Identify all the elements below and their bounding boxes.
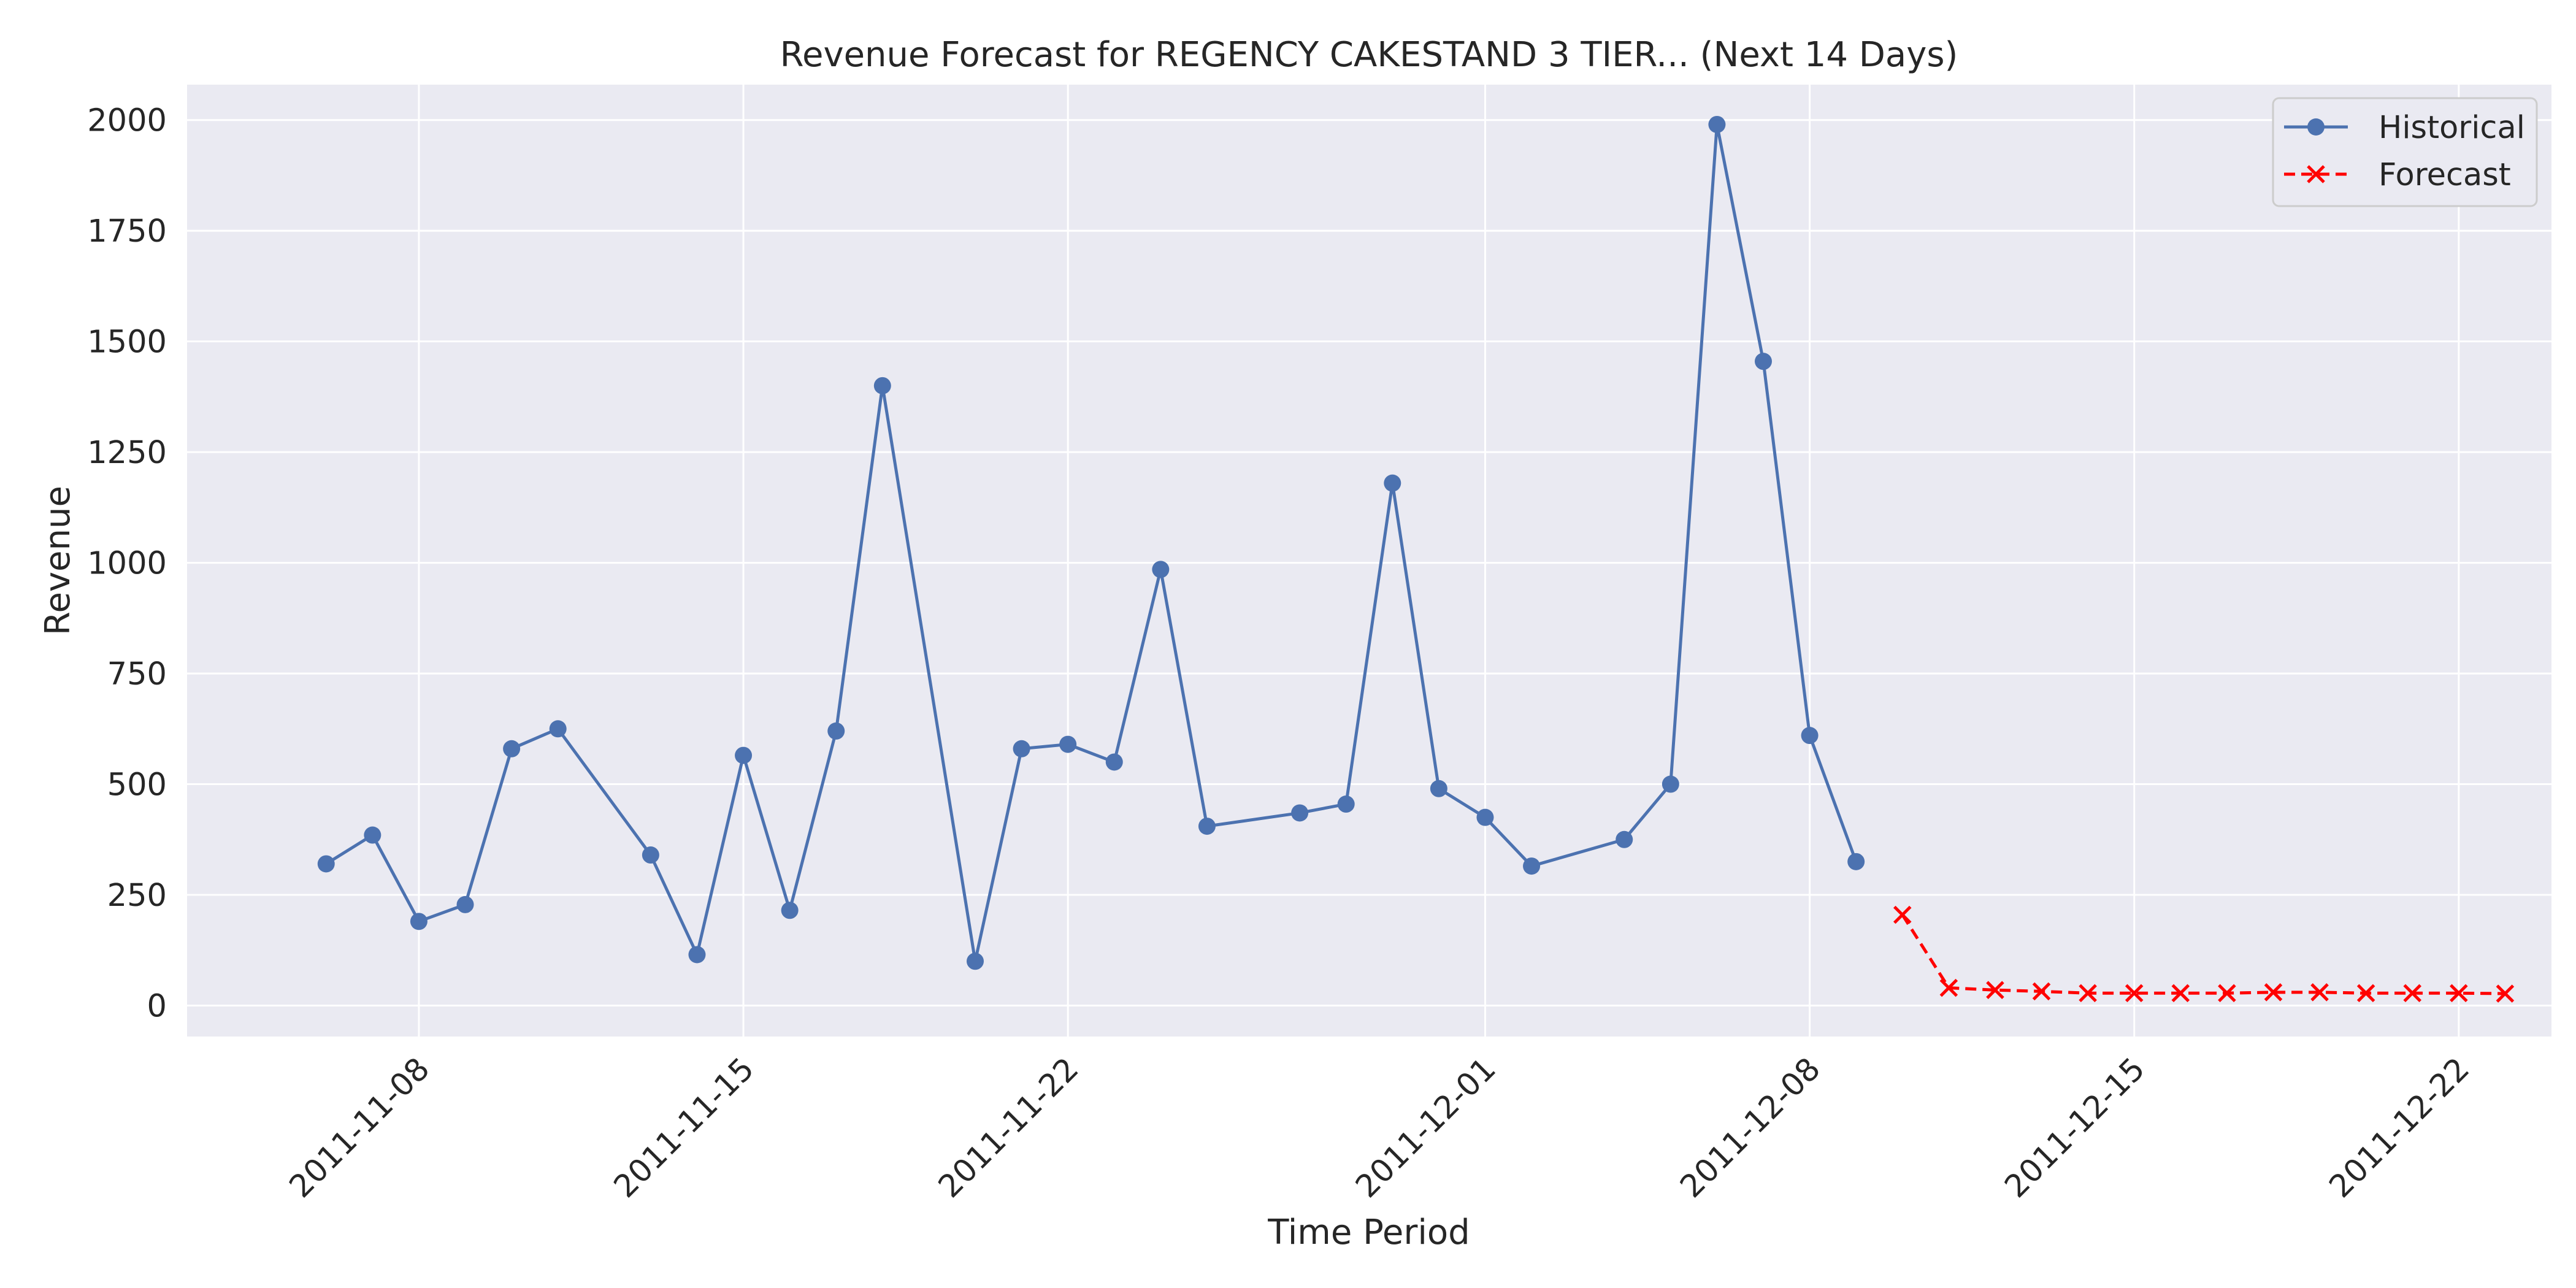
historical-point	[1708, 115, 1726, 133]
historical-point	[456, 895, 474, 913]
forecast-point	[1939, 978, 1958, 997]
forecast-point	[2079, 984, 2097, 1003]
historical-point	[1384, 474, 1401, 492]
x-tick-label: 2011-12-08	[1673, 1051, 1827, 1205]
historical-point	[688, 946, 706, 964]
x-tick-label: 2011-12-22	[2323, 1051, 2477, 1205]
historical-point	[1755, 353, 1772, 370]
historical-point	[1013, 740, 1030, 757]
historical-point	[781, 902, 799, 919]
y-tick-label: 250	[107, 878, 167, 914]
x-tick-label: 2011-11-15	[607, 1051, 761, 1205]
x-tick-label: 2011-11-08	[283, 1051, 437, 1205]
historical-point	[735, 746, 753, 764]
historical-point	[1291, 804, 1309, 822]
forecast-series-line	[1901, 914, 2505, 995]
forecast-point	[2171, 984, 2190, 1003]
legend: Historical Forecast	[2272, 97, 2538, 207]
x-tick-label: 2011-12-15	[1998, 1051, 2152, 1205]
forecast-point	[2125, 984, 2144, 1003]
y-tick-label: 2000	[87, 103, 167, 139]
plot-background	[187, 85, 2551, 1037]
forecast-point	[2496, 984, 2515, 1003]
forecast-point	[2356, 984, 2375, 1003]
y-tick-label: 1500	[87, 324, 167, 361]
legend-historical-marker	[2307, 118, 2325, 136]
y-tick-label: 750	[107, 656, 167, 692]
y-tick-label: 1250	[87, 435, 167, 471]
grid-lines	[187, 85, 2551, 1037]
forecast-point	[2403, 984, 2422, 1003]
legend-forecast-label: Forecast	[2379, 157, 2511, 193]
forecast-point	[1986, 981, 2004, 999]
historical-point	[1662, 775, 1679, 793]
series-layer	[317, 115, 2515, 1003]
forecast-point	[2450, 984, 2468, 1003]
legend-box	[2272, 97, 2538, 207]
forecast-point	[2218, 984, 2236, 1003]
historical-point	[1847, 853, 1865, 870]
legend-historical-label: Historical	[2379, 110, 2525, 146]
forecast-point	[2310, 983, 2329, 1002]
historical-point	[967, 953, 984, 970]
historical-point	[364, 826, 381, 844]
x-tick-label: 2011-11-22	[932, 1051, 1086, 1205]
historical-point	[503, 740, 521, 757]
historical-point	[317, 855, 335, 873]
historical-point	[410, 913, 427, 930]
y-tick-label: 500	[107, 767, 167, 803]
historical-point	[1152, 561, 1170, 578]
historical-point	[873, 377, 891, 394]
historical-point	[1337, 795, 1355, 813]
historical-point	[1105, 753, 1123, 771]
legend-forecast-marker	[2307, 165, 2325, 183]
historical-point	[1523, 857, 1541, 875]
forecast-point	[2264, 983, 2283, 1002]
y-axis-label: Revenue	[38, 486, 78, 635]
historical-point	[1476, 808, 1494, 826]
historical-point	[549, 720, 567, 738]
historical-point	[1059, 735, 1077, 753]
forecast-point	[1893, 905, 1912, 924]
historical-point	[1198, 818, 1216, 835]
y-tick-label: 1750	[87, 213, 167, 250]
historical-point	[1616, 830, 1633, 848]
historical-point	[827, 722, 845, 740]
y-tick-label: 1000	[87, 546, 167, 582]
historical-point	[1430, 780, 1447, 797]
x-axis-label: Time Period	[1267, 1213, 1470, 1252]
chart-title: Revenue Forecast for REGENCY CAKESTAND 3…	[780, 35, 1958, 75]
x-tick-label: 2011-12-01	[1349, 1051, 1503, 1205]
historical-point	[642, 846, 659, 864]
forecast-point	[2032, 982, 2051, 1001]
historical-point	[1801, 727, 1819, 745]
y-tick-label: 0	[147, 988, 167, 1024]
